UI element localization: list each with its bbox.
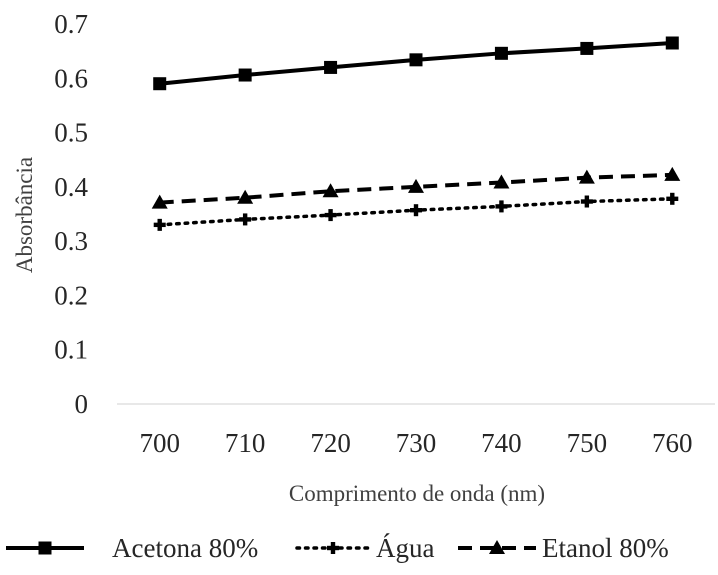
y-tick-label: 0.5 — [54, 118, 88, 148]
y-tick-label: 0 — [75, 389, 89, 419]
data-point — [239, 213, 252, 226]
x-axis-title: Comprimento de onda (nm) — [289, 481, 545, 506]
y-tick-label: 0.3 — [54, 226, 88, 256]
y-axis-title: Absorbância — [12, 157, 37, 273]
data-point — [324, 60, 338, 74]
legend-label: Etanol 80% — [542, 533, 669, 563]
data-point — [493, 174, 510, 189]
data-point — [664, 166, 681, 181]
legend-marker — [327, 542, 339, 554]
x-tick-label: 730 — [396, 428, 437, 458]
data-point — [666, 192, 679, 205]
x-tick-label: 760 — [652, 428, 693, 458]
series--gua — [153, 192, 679, 231]
x-tick-label: 700 — [139, 428, 180, 458]
data-point — [665, 36, 679, 50]
legend-item: Água — [295, 533, 434, 563]
y-tick-label: 0.4 — [54, 172, 88, 202]
y-tick-label: 0.7 — [54, 9, 88, 39]
y-tick-label: 0.6 — [54, 63, 88, 93]
data-point — [580, 41, 594, 55]
y-tick-label: 0.2 — [54, 280, 88, 310]
legend-item: Etanol 80% — [458, 533, 669, 563]
data-point — [324, 209, 337, 222]
data-point — [322, 183, 339, 198]
legend-label: Água — [376, 533, 434, 563]
x-tick-label: 740 — [481, 428, 522, 458]
legend-label: Acetona 80% — [112, 533, 258, 563]
data-point — [153, 77, 167, 91]
x-tick-label: 710 — [225, 428, 266, 458]
x-axis-ticks: 700 710 720 730 740 750 760 — [139, 428, 692, 458]
y-tick-label: 0.1 — [54, 335, 88, 365]
x-tick-label: 720 — [310, 428, 351, 458]
series-acetona-80 — [153, 36, 679, 91]
data-point — [494, 46, 508, 60]
data-point — [409, 53, 423, 67]
legend-item: Acetona 80% — [6, 533, 258, 563]
data-point — [238, 68, 252, 82]
data-point — [408, 178, 424, 193]
y-axis-ticks: 0 0.1 0.2 0.3 0.4 0.5 0.6 0.7 — [54, 9, 88, 419]
data-point — [153, 218, 166, 231]
data-point — [495, 200, 508, 213]
x-tick-label: 750 — [567, 428, 608, 458]
data-point — [151, 194, 168, 209]
data-point — [578, 169, 595, 184]
plot-area — [117, 36, 715, 405]
legend-marker — [38, 541, 52, 555]
series-etanol-80 — [151, 166, 681, 209]
legend: Acetona 80% Água Etanol 80% — [6, 533, 669, 563]
data-point — [580, 195, 593, 208]
data-point — [237, 189, 254, 204]
legend-marker — [489, 540, 505, 554]
data-point — [410, 204, 422, 217]
